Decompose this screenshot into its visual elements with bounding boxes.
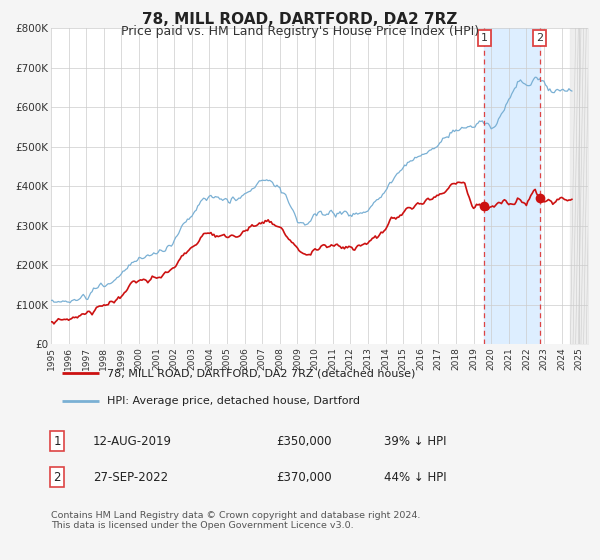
Text: £370,000: £370,000 xyxy=(276,470,332,484)
Text: 39% ↓ HPI: 39% ↓ HPI xyxy=(384,435,446,448)
Text: Price paid vs. HM Land Registry's House Price Index (HPI): Price paid vs. HM Land Registry's House … xyxy=(121,25,479,38)
Text: 1: 1 xyxy=(53,435,61,448)
Text: 78, MILL ROAD, DARTFORD, DA2 7RZ (detached house): 78, MILL ROAD, DARTFORD, DA2 7RZ (detach… xyxy=(107,368,416,378)
Text: HPI: Average price, detached house, Dartford: HPI: Average price, detached house, Dart… xyxy=(107,396,361,406)
Text: 2: 2 xyxy=(53,470,61,484)
Text: £350,000: £350,000 xyxy=(276,435,331,448)
Text: 44% ↓ HPI: 44% ↓ HPI xyxy=(384,470,446,484)
Text: 1: 1 xyxy=(481,32,488,43)
Bar xyxy=(484,28,539,344)
Text: 27-SEP-2022: 27-SEP-2022 xyxy=(93,470,168,484)
Text: 2: 2 xyxy=(536,32,543,43)
Text: 12-AUG-2019: 12-AUG-2019 xyxy=(93,435,172,448)
Text: 78, MILL ROAD, DARTFORD, DA2 7RZ: 78, MILL ROAD, DARTFORD, DA2 7RZ xyxy=(142,12,458,27)
Text: Contains HM Land Registry data © Crown copyright and database right 2024.
This d: Contains HM Land Registry data © Crown c… xyxy=(51,511,421,530)
